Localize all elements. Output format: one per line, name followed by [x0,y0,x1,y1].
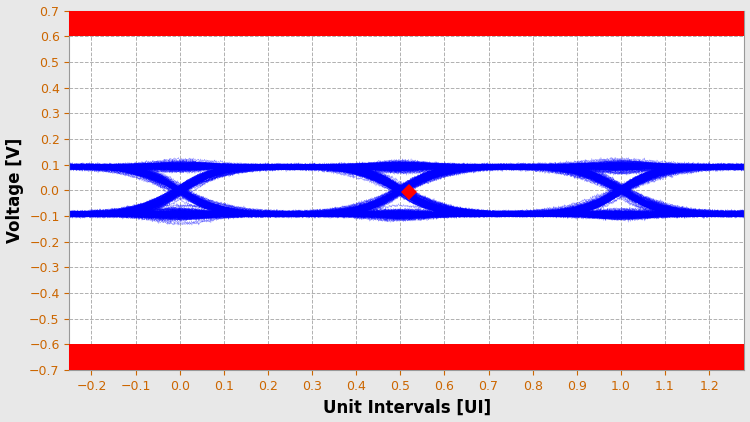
X-axis label: Unit Intervals [UI]: Unit Intervals [UI] [322,398,491,417]
Y-axis label: Voltage [V]: Voltage [V] [5,138,23,243]
Bar [69,11,745,36]
Bar [69,344,745,370]
